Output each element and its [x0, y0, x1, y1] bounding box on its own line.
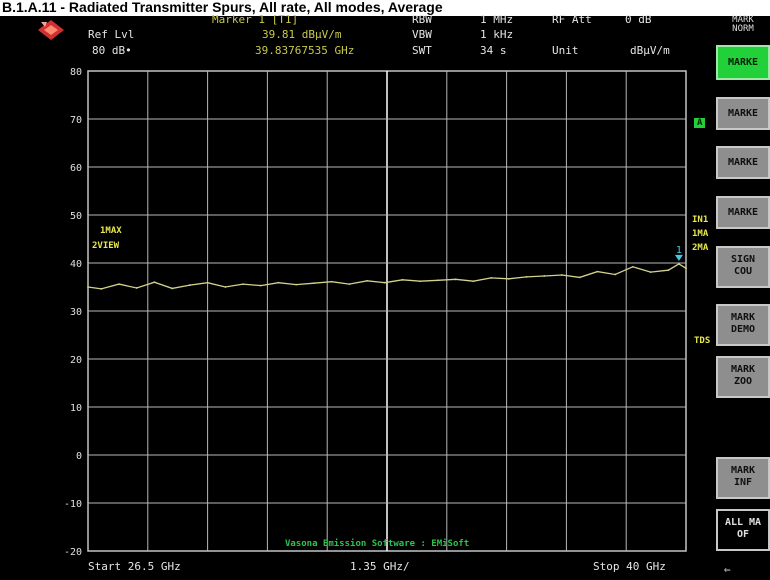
y-tick-label: 80: [70, 67, 82, 78]
watermark: Vasona Emission Software : EMiSoft: [285, 538, 469, 549]
trace-point: [171, 288, 173, 290]
grid: [88, 71, 686, 551]
y-tick-label: 40: [70, 259, 82, 270]
softkey-all-markers-off[interactable]: ALL MA OF: [716, 509, 770, 551]
marker-1-label: 1: [676, 245, 682, 256]
trace-point: [366, 280, 368, 282]
softkey-marker-zoom[interactable]: MARK ZOO: [716, 356, 770, 398]
y-tick-label: 30: [70, 307, 82, 318]
trace-point: [685, 267, 687, 269]
start-frequency: Start 26.5 GHz: [88, 560, 181, 573]
trace-point: [561, 274, 563, 276]
softkey-marker-4[interactable]: MARKE: [716, 196, 770, 229]
trace-point: [384, 282, 386, 284]
trace-point: [419, 280, 421, 282]
trace-point: [278, 282, 280, 284]
y-tick-label: 50: [70, 211, 82, 222]
trace-point: [632, 266, 634, 268]
softkey-signal-count[interactable]: SIGN COU: [716, 246, 770, 288]
trace-point: [597, 271, 599, 273]
trace-point: [207, 282, 209, 284]
trace-point: [224, 286, 226, 288]
trace-point: [313, 282, 315, 284]
trace-point: [189, 284, 191, 286]
trace-point: [543, 275, 545, 277]
back-arrow-icon[interactable]: ⇐: [724, 563, 731, 576]
trace-2-label: 2VIEW: [92, 241, 120, 251]
trace-point: [667, 269, 669, 271]
softkey-marker-2[interactable]: MARKE: [716, 97, 770, 130]
trace-point: [526, 276, 528, 278]
trace-point: [331, 281, 333, 283]
trace-point: [295, 284, 297, 286]
trace-point: [118, 283, 120, 285]
y-tick-label: 60: [70, 163, 82, 174]
trace-point: [402, 279, 404, 281]
y-tick-labels: 80 70 60 50 40 30 20 10 0 -10 -20: [64, 67, 82, 558]
trace-point: [490, 277, 492, 279]
1ma-tag: 1MA: [692, 229, 708, 239]
in1-tag: IN1: [692, 215, 708, 225]
trace-point: [242, 283, 244, 285]
trace-point: [472, 280, 474, 282]
softkey-menu-title: MARK NORM: [716, 16, 770, 34]
y-tick-label: -20: [64, 547, 82, 558]
marker-1-icon: 1: [675, 245, 683, 261]
span-per-division: 1.35 GHz/: [350, 560, 410, 573]
trace-point: [87, 286, 89, 288]
trace-point: [508, 278, 510, 280]
trace-1-label: 1MAX: [100, 226, 122, 236]
y-tick-label: -10: [64, 499, 82, 510]
trace-point: [614, 274, 616, 276]
trace-a-tag: A: [694, 118, 705, 128]
tds-tag: TDS: [694, 336, 710, 346]
2ma-tag: 2MA: [692, 243, 708, 253]
softkey-marker-1[interactable]: MARKE: [716, 45, 770, 80]
softkey-marker-demod[interactable]: MARK DEMO: [716, 304, 770, 346]
trace-point: [437, 279, 439, 281]
trace-point: [579, 277, 581, 279]
trace-point: [678, 263, 680, 265]
y-tick-label: 20: [70, 355, 82, 366]
trace-point: [154, 281, 156, 283]
trace-point: [455, 278, 457, 280]
y-tick-label: 70: [70, 115, 82, 126]
stop-frequency: Stop 40 GHz: [593, 560, 666, 573]
y-tick-label: 0: [76, 451, 82, 462]
trace-point: [260, 285, 262, 287]
trace-point: [650, 271, 652, 273]
softkey-marker-3[interactable]: MARKE: [716, 146, 770, 179]
trace-point: [136, 287, 138, 289]
y-tick-label: 10: [70, 403, 82, 414]
trace-point: [100, 288, 102, 290]
trace-point: [348, 283, 350, 285]
softkey-marker-info[interactable]: MARK INF: [716, 457, 770, 499]
